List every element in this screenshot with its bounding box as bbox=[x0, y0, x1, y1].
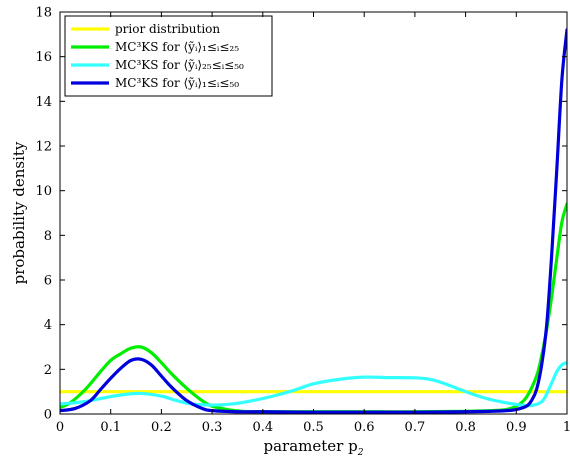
x-tick-label: 0.4 bbox=[252, 420, 273, 435]
legend-mc3ks-25-50-label: MC³KS for ⟨ỹᵢ⟩₂₅≤ᵢ≤₅₀ bbox=[115, 58, 244, 72]
y-tick-label: 4 bbox=[44, 318, 52, 333]
x-tick-label: 0.3 bbox=[202, 420, 223, 435]
y-tick-label: 0 bbox=[44, 408, 52, 423]
x-tick-label: 1 bbox=[563, 420, 570, 435]
x-tick-label: 0.6 bbox=[354, 420, 375, 435]
x-tick-label: 0 bbox=[56, 420, 64, 435]
series-mc3ks-25-50-line bbox=[60, 361, 567, 408]
y-tick-label: 12 bbox=[35, 140, 52, 155]
y-axis-label: probability density bbox=[10, 141, 28, 284]
y-tick-label: 14 bbox=[35, 95, 52, 110]
x-tick-label: 0.8 bbox=[455, 420, 476, 435]
series-mc3ks-1-25-line bbox=[60, 202, 567, 414]
legend-mc3ks-1-25-label: MC³KS for ⟨ỹᵢ⟩₁≤ᵢ≤₂₅ bbox=[115, 40, 239, 54]
y-tick-label: 16 bbox=[35, 50, 52, 65]
x-tick-label: 0.1 bbox=[100, 420, 121, 435]
y-tick-label: 8 bbox=[44, 229, 52, 244]
x-tick-label: 0.2 bbox=[151, 420, 172, 435]
y-tick-label: 6 bbox=[44, 274, 52, 289]
y-tick-label: 2 bbox=[44, 363, 52, 378]
y-tick-label: 18 bbox=[35, 6, 52, 21]
x-tick-label: 0.9 bbox=[506, 420, 527, 435]
x-tick-label: 0.5 bbox=[303, 420, 324, 435]
x-axis-label: parameter p2 bbox=[264, 437, 364, 458]
legend-prior-label: prior distribution bbox=[115, 22, 220, 36]
series-mc3ks-1-50-line bbox=[60, 28, 567, 414]
y-tick-label: 10 bbox=[35, 184, 52, 199]
x-tick-label: 0.7 bbox=[405, 420, 426, 435]
legend-mc3ks-1-50-label: MC³KS for ⟨ỹᵢ⟩₁≤ᵢ≤₅₀ bbox=[115, 76, 239, 90]
